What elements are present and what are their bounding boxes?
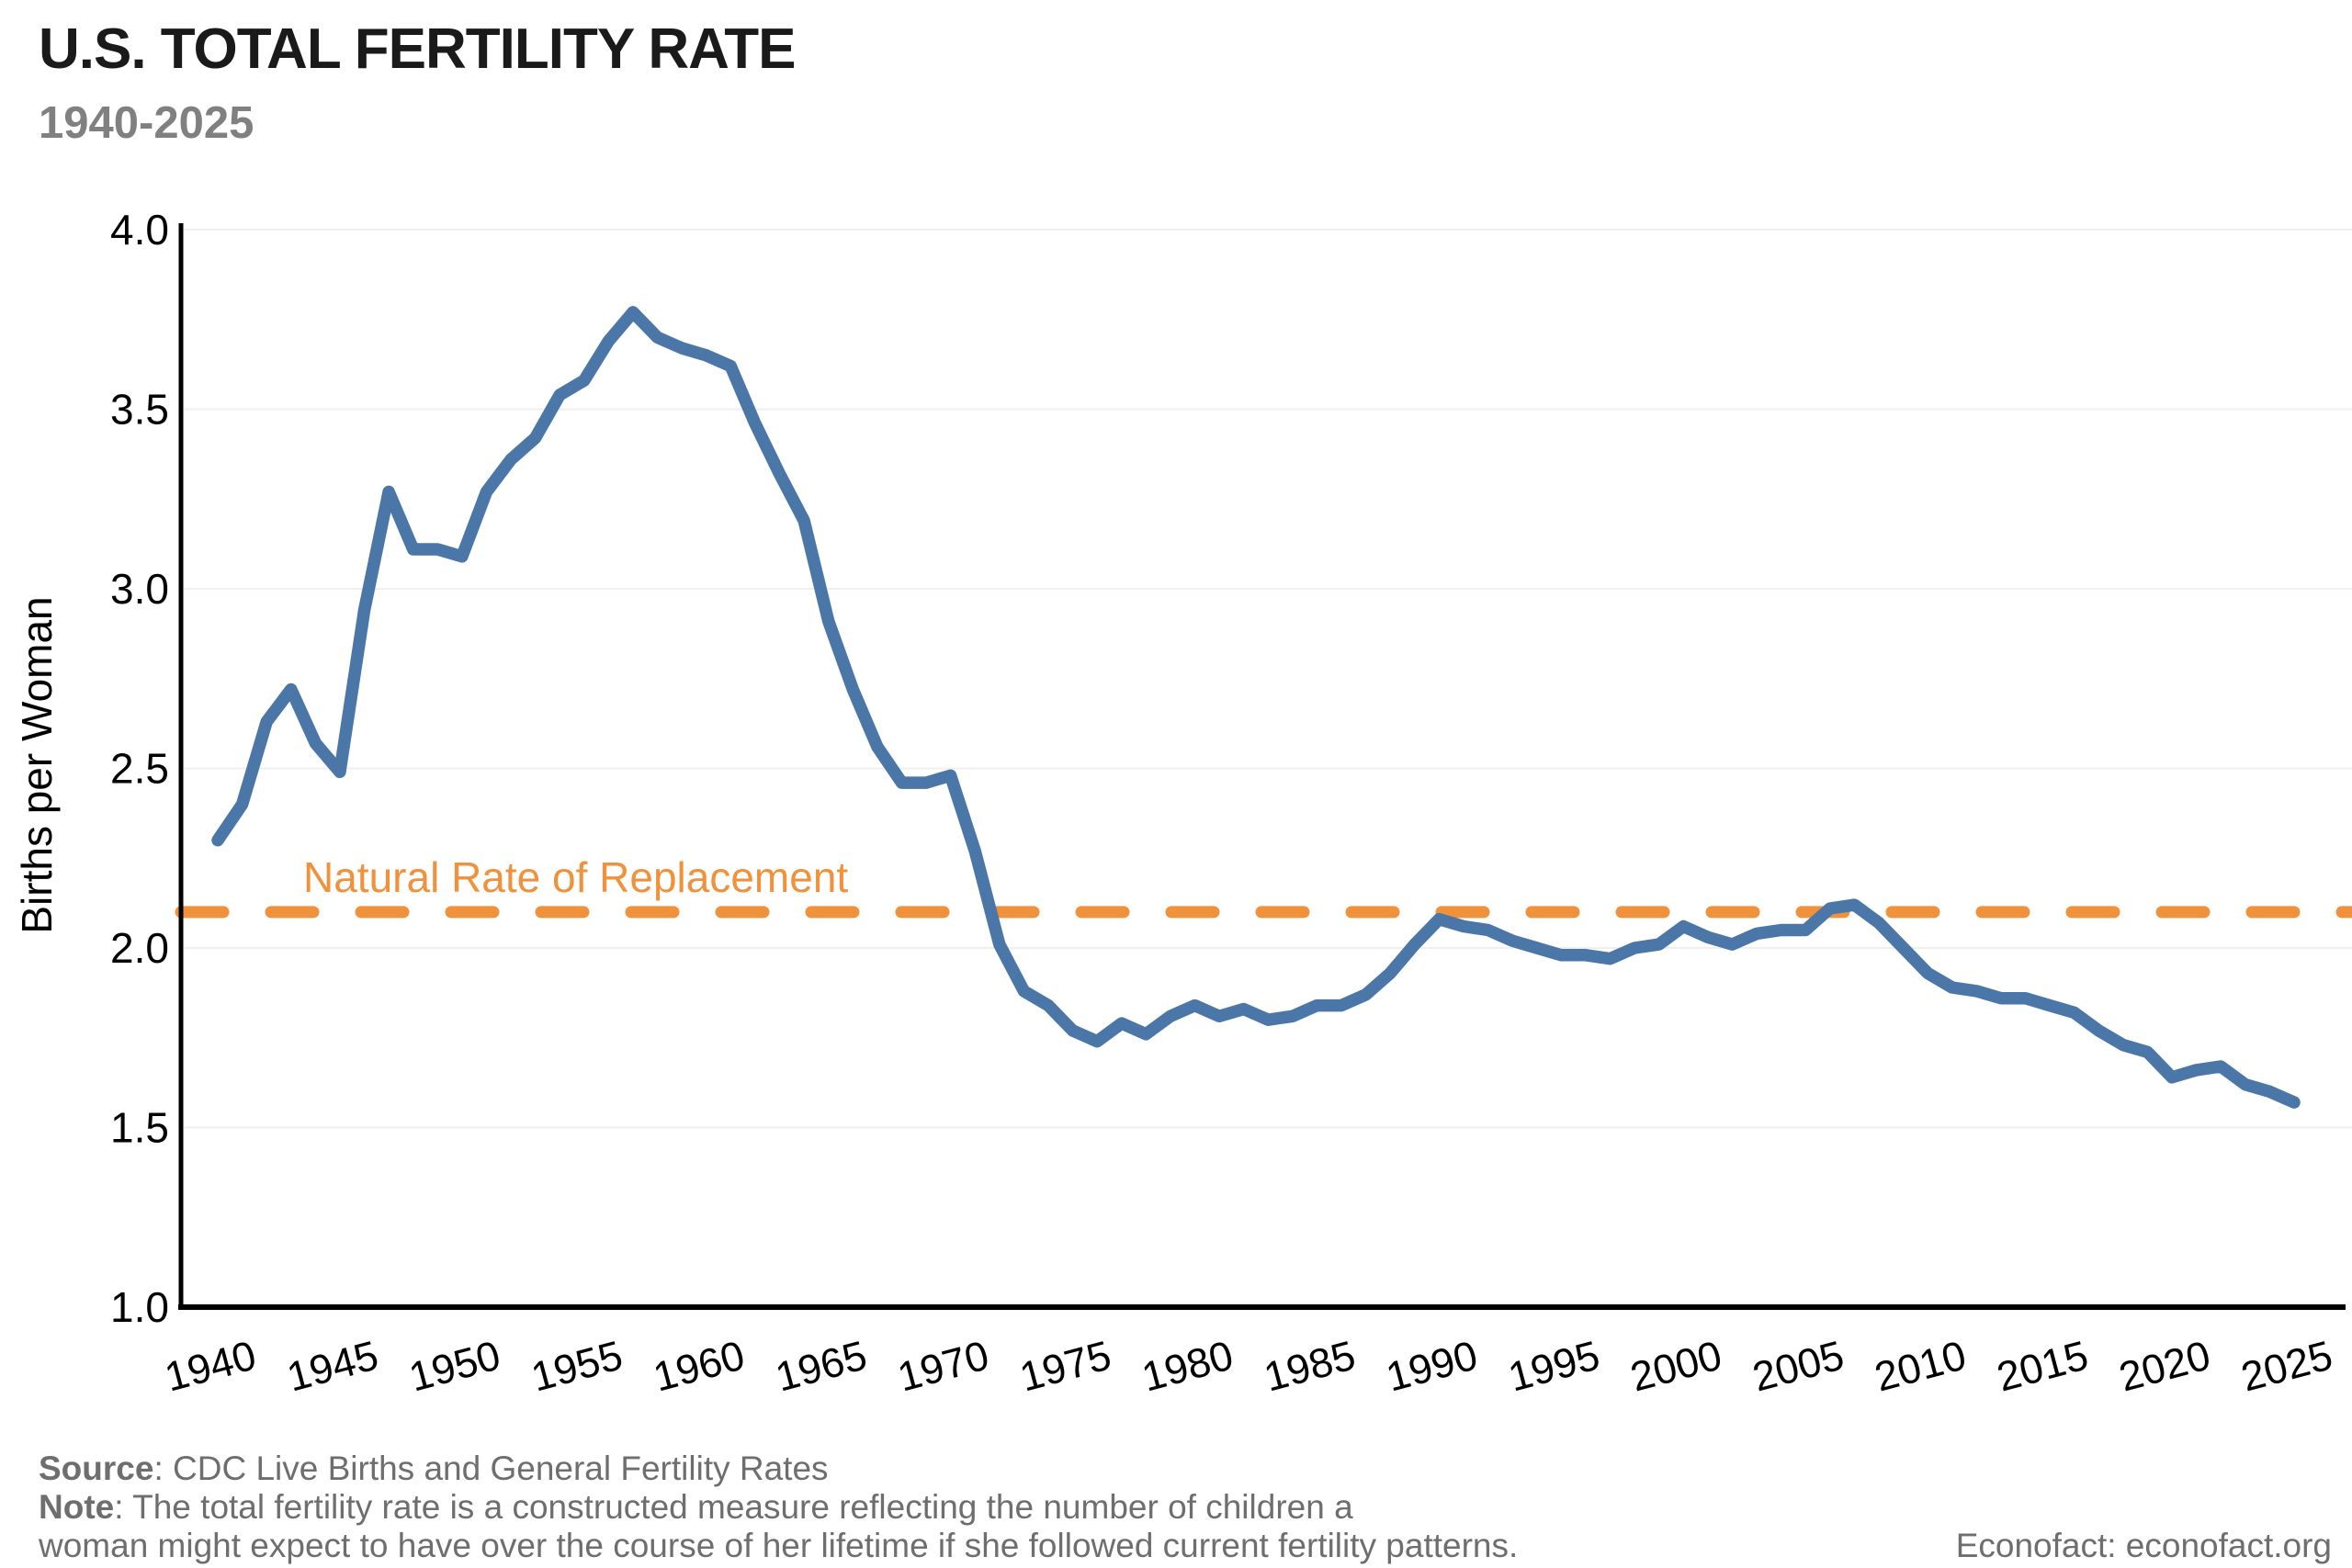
y-tick-label: 2.5 (110, 745, 169, 793)
x-tick-labels: 1940 1945 1950 1955 1960 1965 1970 1975 1980 1985… (160, 1331, 2337, 1400)
y-tick-label: 4.0 (110, 206, 169, 254)
y-tick-labels: 1.0 1.5 2.0 2.5 3.0 3.5 4.0 (110, 206, 169, 1331)
x-tick-label: 1980 (1137, 1331, 1238, 1400)
attribution: Econofact: econofact.org (1955, 1527, 2332, 1565)
x-tick-label: 1990 (1381, 1331, 1482, 1400)
x-tick-label: 1970 (893, 1331, 994, 1400)
y-tick-label: 1.0 (110, 1283, 169, 1331)
x-tick-label: 1960 (649, 1331, 750, 1400)
y-tick-label: 2.0 (110, 924, 169, 972)
note-text-1: : The total fertility rate is a construc… (114, 1488, 1353, 1527)
y-axis-title: Births per Woman (13, 596, 61, 933)
source-line: Source: CDC Live Births and General Fert… (39, 1450, 2332, 1488)
y-tick-label: 3.0 (110, 565, 169, 613)
x-tick-label: 2020 (2114, 1331, 2215, 1400)
x-tick-label: 1950 (404, 1331, 505, 1400)
y-tick-label: 3.5 (110, 386, 169, 434)
note-line-1: Note: The total fertility rate is a cons… (39, 1488, 2332, 1527)
x-tick-label: 1945 (282, 1331, 383, 1400)
source-text: : CDC Live Births and General Fertility … (153, 1450, 829, 1487)
y-tick-label: 1.5 (110, 1104, 169, 1152)
note-label: Note (39, 1488, 115, 1527)
page-subtitle: 1940-2025 (39, 98, 254, 148)
x-tick-label: 1955 (526, 1331, 628, 1400)
x-tick-label: 1995 (1503, 1331, 1604, 1400)
page-title: U.S. TOTAL FERTILITY RATE (39, 17, 797, 81)
x-tick-label: 2015 (1992, 1331, 2093, 1400)
source-label: Source (39, 1450, 154, 1487)
x-tick-label: 2010 (1870, 1331, 1971, 1400)
footer-notes: Source: CDC Live Births and General Fert… (39, 1450, 2332, 1566)
x-tick-label: 1985 (1259, 1331, 1360, 1400)
note-line-2: woman might expect to have over the cour… (39, 1527, 1519, 1565)
x-tick-label: 1965 (771, 1331, 872, 1400)
x-tick-label: 2005 (1747, 1331, 1849, 1400)
x-tick-label: 1975 (1015, 1331, 1116, 1400)
x-tick-label: 2025 (2236, 1331, 2337, 1400)
x-tick-label: 2000 (1625, 1331, 1726, 1400)
replacement-line-label: Natural Rate of Replacement (303, 853, 848, 901)
x-tick-label: 1940 (160, 1331, 261, 1400)
fertility-rate-line (211, 306, 2301, 1109)
